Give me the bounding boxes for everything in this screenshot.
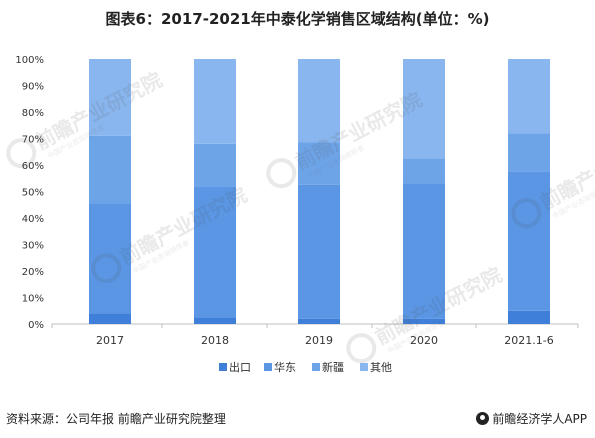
y-tick-label: 50% <box>22 188 44 199</box>
x-tick-label: 2021.1-6 <box>504 334 553 347</box>
bar-segment <box>89 203 131 314</box>
bar-segment <box>403 158 445 184</box>
bar-segment <box>89 135 131 204</box>
y-tick-label: 20% <box>22 267 44 278</box>
chart-title: 图表6：2017-2021年中泰化学销售区域结构(单位：%) <box>105 10 490 28</box>
brand-footer: 前瞻经济学人APP <box>476 410 587 427</box>
legend-swatch <box>360 363 368 371</box>
bar-segment <box>298 59 340 143</box>
x-tick-label: 2020 <box>410 334 438 347</box>
bar-segment <box>508 59 550 134</box>
y-tick-label: 70% <box>22 135 44 146</box>
bar-segment <box>298 142 340 185</box>
legend-swatch <box>312 363 320 371</box>
y-tick-label: 90% <box>22 82 44 93</box>
legend-label: 华东 <box>274 360 296 374</box>
brand-logo-icon <box>476 412 490 425</box>
y-tick-label: 80% <box>22 108 44 119</box>
bar-segment <box>194 59 236 144</box>
bar-segment <box>194 186 236 318</box>
bar-segment <box>508 171 550 311</box>
bar-segment <box>403 59 445 159</box>
bars <box>89 59 550 324</box>
legend-swatch <box>219 363 227 371</box>
source-note: 资料来源：公司年报 前瞻产业研究院整理 <box>6 412 226 426</box>
bar-segment <box>298 184 340 319</box>
legend-label: 其他 <box>370 361 392 374</box>
legend: 出口 华东 新疆 其他 <box>219 360 392 374</box>
y-tick-label: 100% <box>15 55 44 66</box>
bar-segment <box>403 183 445 319</box>
legend-label: 新疆 <box>322 360 344 374</box>
x-tick-label: 2017 <box>96 334 124 347</box>
bar-segment <box>89 59 131 136</box>
x-tick-label: 2019 <box>305 334 333 347</box>
bar-segment <box>508 133 550 172</box>
y-axis: 0% 10% 20% 30% 40% 50% 60% 70% 80% 90% 100% <box>15 55 44 331</box>
bar-segment <box>403 318 445 324</box>
bar-segment <box>194 317 236 324</box>
y-tick-label: 60% <box>22 161 44 172</box>
bar-segment <box>89 313 131 324</box>
brand-name: 前瞻经济学人APP <box>492 412 587 426</box>
y-tick-label: 30% <box>22 241 44 252</box>
x-axis: 2017 2018 2019 2020 2021.1-6 <box>96 334 554 347</box>
legend-swatch <box>264 363 272 371</box>
bar-segment <box>298 318 340 324</box>
bar-segment <box>508 310 550 324</box>
y-tick-label: 40% <box>22 214 44 225</box>
bar-segment <box>194 143 236 187</box>
y-tick-label: 0% <box>28 320 44 331</box>
y-tick-label: 10% <box>22 294 44 305</box>
x-tick-label: 2018 <box>201 334 229 347</box>
legend-label: 出口 <box>229 360 251 374</box>
x-axis-ticks <box>51 324 579 328</box>
